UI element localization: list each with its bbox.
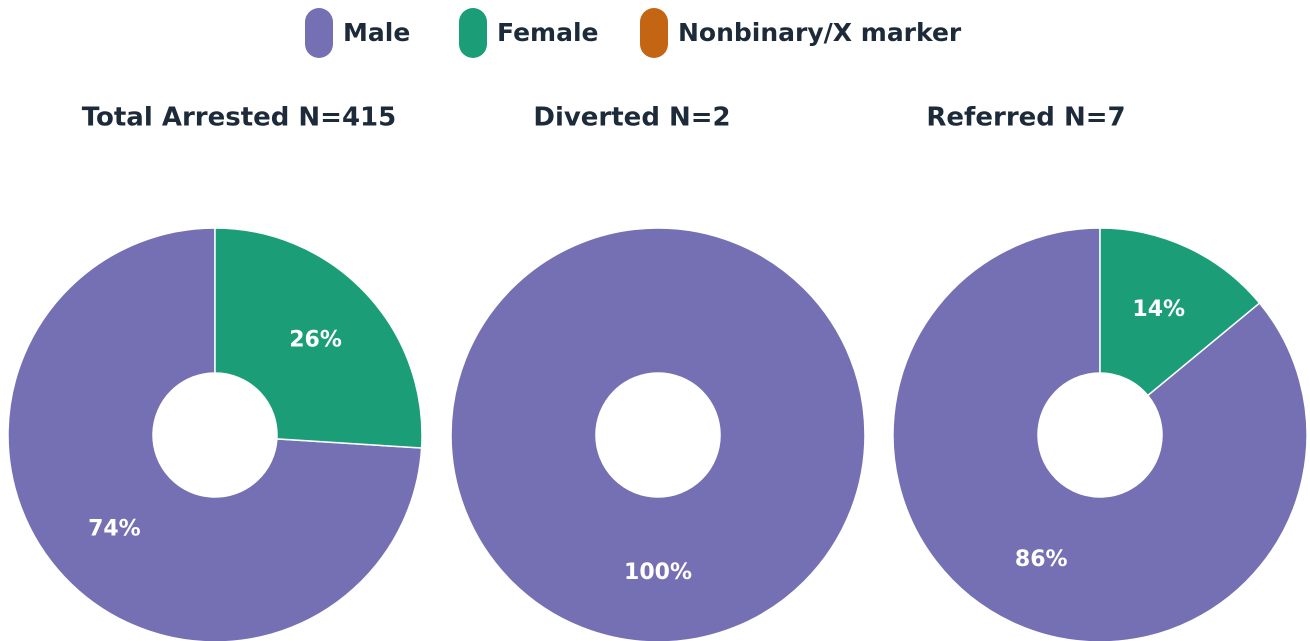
pie-slice	[892, 227, 1308, 641]
value-label: 26%	[289, 328, 342, 353]
value-label: 86%	[1015, 547, 1068, 572]
legend-swatch	[459, 8, 487, 58]
pie-slice	[1099, 227, 1261, 397]
pie-slice	[7, 227, 423, 641]
legend-label: Male	[343, 18, 410, 47]
legend-label: Nonbinary/X marker	[678, 18, 962, 47]
legend-label: Female	[497, 18, 598, 47]
value-label: 100%	[624, 560, 692, 585]
chart-title: Referred N=7	[926, 103, 1125, 133]
chart-title: Diverted N=2	[533, 103, 730, 133]
value-label: 14%	[1132, 297, 1185, 322]
pie-slice	[214, 227, 423, 449]
pie-slice	[450, 227, 866, 641]
chart-title: Total Arrested N=415	[82, 103, 397, 133]
legend-swatch	[640, 8, 668, 58]
value-label: 74%	[88, 516, 141, 541]
legend-swatch	[305, 8, 333, 58]
